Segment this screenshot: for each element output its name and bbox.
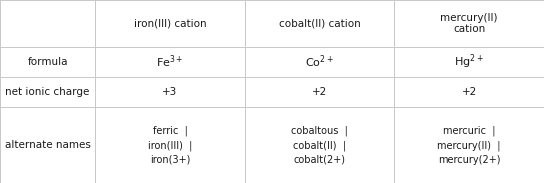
Text: formula: formula <box>27 57 68 67</box>
Text: cobalt(II) cation: cobalt(II) cation <box>279 18 361 28</box>
Text: net ionic charge: net ionic charge <box>5 87 90 97</box>
Text: Hg$^{2+}$: Hg$^{2+}$ <box>454 53 484 71</box>
Text: mercury(II)
cation: mercury(II) cation <box>441 12 498 34</box>
Text: iron(III) cation: iron(III) cation <box>134 18 206 28</box>
Text: +2: +2 <box>312 87 327 97</box>
Text: Co$^{2+}$: Co$^{2+}$ <box>305 53 334 70</box>
Text: +3: +3 <box>162 87 178 97</box>
Text: mercuric  |
mercury(II)  |
mercury(2+): mercuric | mercury(II) | mercury(2+) <box>437 125 501 165</box>
Text: cobaltous  |
cobalt(II)  |
cobalt(2+): cobaltous | cobalt(II) | cobalt(2+) <box>291 125 348 165</box>
Text: alternate names: alternate names <box>5 140 90 150</box>
Text: ferric  |
iron(III)  |
iron(3+): ferric | iron(III) | iron(3+) <box>148 125 192 165</box>
Text: Fe$^{3+}$: Fe$^{3+}$ <box>156 53 184 70</box>
Text: +2: +2 <box>461 87 477 97</box>
